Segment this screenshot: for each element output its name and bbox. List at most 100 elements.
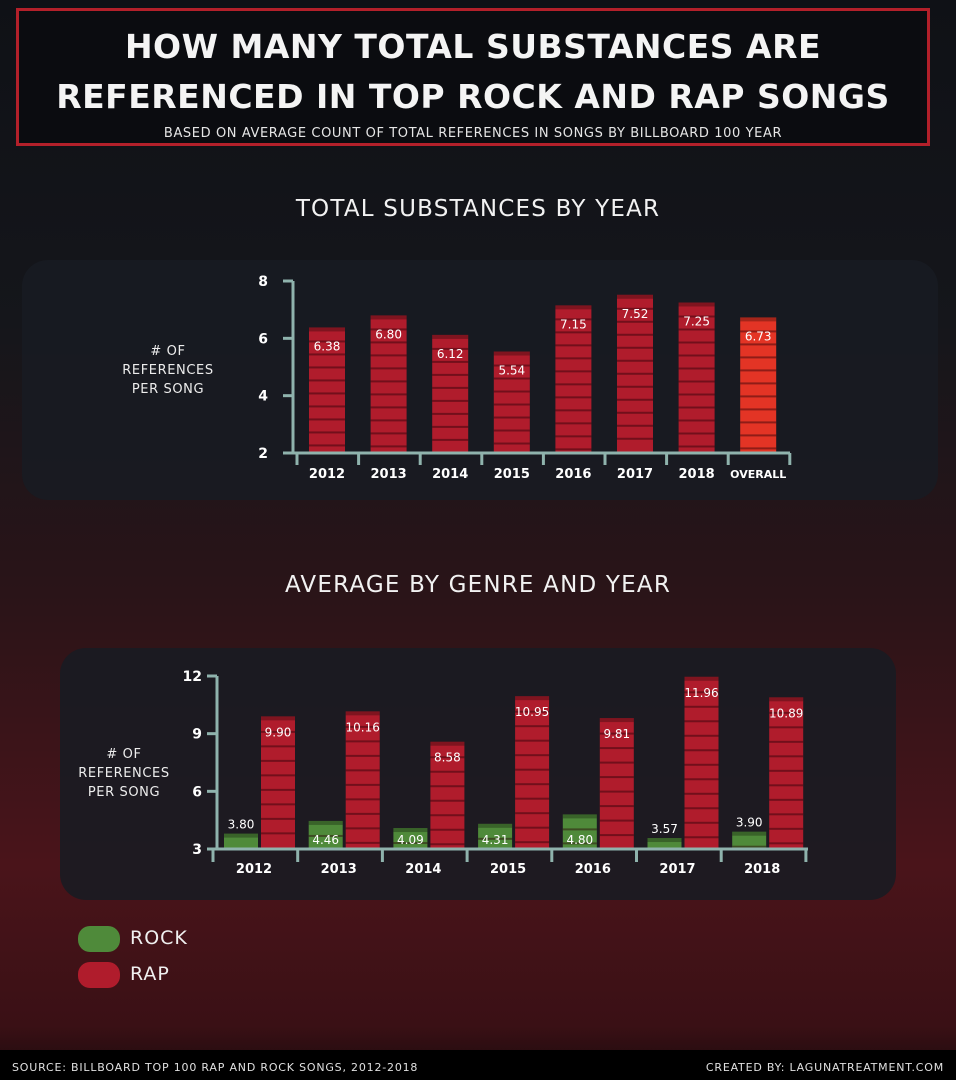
bar-2013-stripe xyxy=(370,406,407,409)
bar-2014-stripe xyxy=(432,373,469,376)
bar-overall-stripe xyxy=(740,382,777,385)
x-tick-2012: 2012 xyxy=(236,862,272,877)
bar-2013 xyxy=(370,315,407,453)
bar-2018-stripe xyxy=(678,354,715,357)
bar-2016 xyxy=(555,305,592,453)
bar-2017-stripe xyxy=(617,320,653,323)
bar-2014-stripe xyxy=(432,386,469,389)
x-tick-overall: OVERALL xyxy=(730,468,786,481)
bar-2018-stripe xyxy=(678,315,715,318)
bar-rap-2017-stripe xyxy=(684,720,719,723)
chart2-title: AVERAGE BY GENRE AND YEAR xyxy=(284,572,672,598)
data-label-rock-2014: 4.09 xyxy=(397,833,424,847)
bar-rap-2018-stripe xyxy=(769,740,804,743)
bar-rap-2012-stripe xyxy=(261,730,295,733)
data-label-rock-2017: 3.57 xyxy=(651,822,678,836)
bar-rap-2017-stripe xyxy=(684,836,719,839)
bar-2017-cap xyxy=(617,294,653,299)
data-label-2016: 7.15 xyxy=(560,317,587,331)
bar-rock-2016-stripe xyxy=(562,828,597,831)
bar-rap-2015-stripe xyxy=(515,841,550,844)
bar-overall-stripe xyxy=(740,369,777,372)
bar-rap-2017-stripe xyxy=(684,792,719,795)
bar-overall-stripe xyxy=(740,408,777,411)
y-axis-label: # OF xyxy=(150,344,185,359)
bar-rap-2015-stripe xyxy=(515,710,550,713)
bar-2012-stripe xyxy=(309,418,345,421)
data-label-2017: 7.52 xyxy=(622,307,649,321)
bar-rap-2012-stripe xyxy=(261,745,295,748)
chart1-panel: 6.38 2012 6.80 2013 6.12 2014 5.54 2015 7.15 2016… xyxy=(22,260,938,500)
data-label-2012: 6.38 xyxy=(314,339,341,353)
bar-rap-2013-stripe xyxy=(345,841,380,844)
bar-2014 xyxy=(432,334,469,453)
y-tick-label: 2 xyxy=(258,446,268,462)
bar-overall-stripe xyxy=(740,421,777,424)
x-tick-2016: 2016 xyxy=(555,467,591,482)
bar-overall-stripe xyxy=(740,343,777,346)
x-tick-2012: 2012 xyxy=(309,467,345,482)
bar-2014-stripe xyxy=(432,347,469,350)
bar-2017 xyxy=(617,294,653,453)
bar-2015-stripe xyxy=(493,429,530,432)
x-tick-2018: 2018 xyxy=(679,467,715,482)
bar-2018-stripe xyxy=(678,419,715,422)
y-axis-label: REFERENCES xyxy=(78,766,169,781)
bar-2015-stripe xyxy=(493,377,530,380)
bar-2015-stripe xyxy=(493,390,530,393)
bar-rap-2017-stripe xyxy=(684,691,719,694)
bar-rap-2018-stripe xyxy=(769,769,804,772)
bar-2017-stripe xyxy=(617,385,653,388)
bar-rock-2016-stripe xyxy=(562,842,597,845)
bar-rap-2012-stripe xyxy=(261,803,295,806)
bar-rap-2017-cap xyxy=(684,676,719,681)
y-tick-label: 3 xyxy=(192,842,202,858)
bar-2018-cap xyxy=(678,302,715,307)
bar-rap-2012-stripe xyxy=(261,817,295,820)
bar-rap-2013-stripe xyxy=(345,827,380,830)
bar-rap-2016-stripe xyxy=(599,805,634,808)
bar-2015-stripe xyxy=(493,442,530,445)
y-tick-label: 9 xyxy=(192,727,202,743)
bar-2016-stripe xyxy=(555,409,592,412)
bar-2016-stripe xyxy=(555,383,592,386)
page-subtitle: BASED ON AVERAGE COUNT OF TOTAL REFERENC… xyxy=(163,126,783,141)
bar-rap-2015-stripe xyxy=(515,783,550,786)
bar-overall-stripe xyxy=(740,330,777,333)
bar-2013-stripe xyxy=(370,419,407,422)
bar-rap-2012-stripe xyxy=(261,759,295,762)
bar-rap-2018-stripe xyxy=(769,784,804,787)
bar-rap-2017-stripe xyxy=(684,734,719,737)
bar-rock-2018-stripe xyxy=(732,845,767,848)
bar-2018-stripe xyxy=(678,432,715,435)
bar-rap-2017-stripe xyxy=(684,763,719,766)
bar-rap-2016-stripe xyxy=(599,732,634,735)
bar-rap-2014-stripe xyxy=(430,814,465,817)
bar-rap-2017-stripe xyxy=(684,778,719,781)
bar-2013-stripe xyxy=(370,354,407,357)
data-label-rap-2012: 9.90 xyxy=(265,725,292,739)
bar-rap-2016 xyxy=(599,718,634,849)
bar-rap-2013-stripe xyxy=(345,812,380,815)
bar-rap-2016-cap xyxy=(599,718,634,723)
bar-2016-stripe xyxy=(555,318,592,321)
data-label-overall: 6.73 xyxy=(745,329,772,343)
bar-2013-cap xyxy=(370,315,407,320)
bar-2017-stripe xyxy=(617,398,653,401)
bar-rap-2014-cap xyxy=(430,741,465,746)
bar-rock-2017 xyxy=(647,838,682,849)
bar-rap-2013-stripe xyxy=(345,740,380,743)
bar-2016-stripe xyxy=(555,370,592,373)
data-label-2015: 5.54 xyxy=(498,364,525,378)
bar-rap-2014-stripe xyxy=(430,756,465,759)
bar-rap-2013-stripe xyxy=(345,754,380,757)
bar-rap-2012-stripe xyxy=(261,788,295,791)
bar-2018-stripe xyxy=(678,341,715,344)
bar-2017-stripe xyxy=(617,424,653,427)
bar-rap-2012-stripe xyxy=(261,832,295,835)
bar-2013-stripe xyxy=(370,445,407,448)
bar-2017-stripe xyxy=(617,359,653,362)
bar-rap-2015-stripe xyxy=(515,797,550,800)
bar-rap-2017-stripe xyxy=(684,705,719,708)
bar-rock-2013 xyxy=(308,820,343,849)
